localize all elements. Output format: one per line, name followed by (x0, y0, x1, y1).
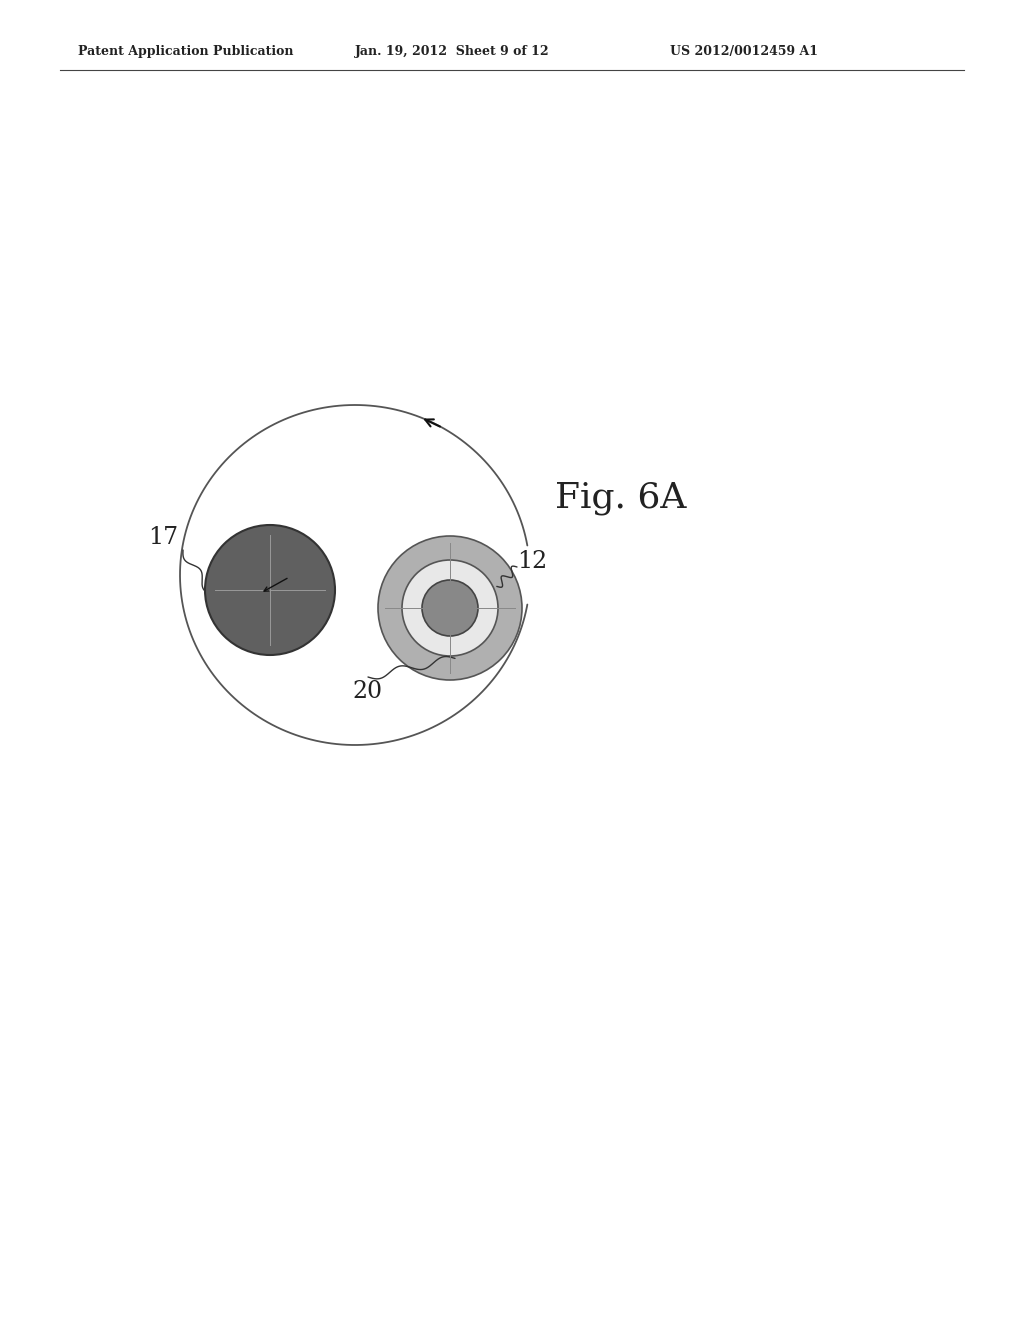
Circle shape (422, 579, 478, 636)
Text: Jan. 19, 2012  Sheet 9 of 12: Jan. 19, 2012 Sheet 9 of 12 (355, 45, 550, 58)
Circle shape (378, 536, 522, 680)
Text: 17: 17 (147, 527, 178, 549)
Text: Patent Application Publication: Patent Application Publication (78, 45, 294, 58)
Text: Fig. 6A: Fig. 6A (555, 480, 686, 515)
Circle shape (402, 560, 498, 656)
Circle shape (205, 525, 335, 655)
Text: US 2012/0012459 A1: US 2012/0012459 A1 (670, 45, 818, 58)
Text: 20: 20 (353, 681, 383, 704)
Text: 12: 12 (517, 550, 547, 573)
